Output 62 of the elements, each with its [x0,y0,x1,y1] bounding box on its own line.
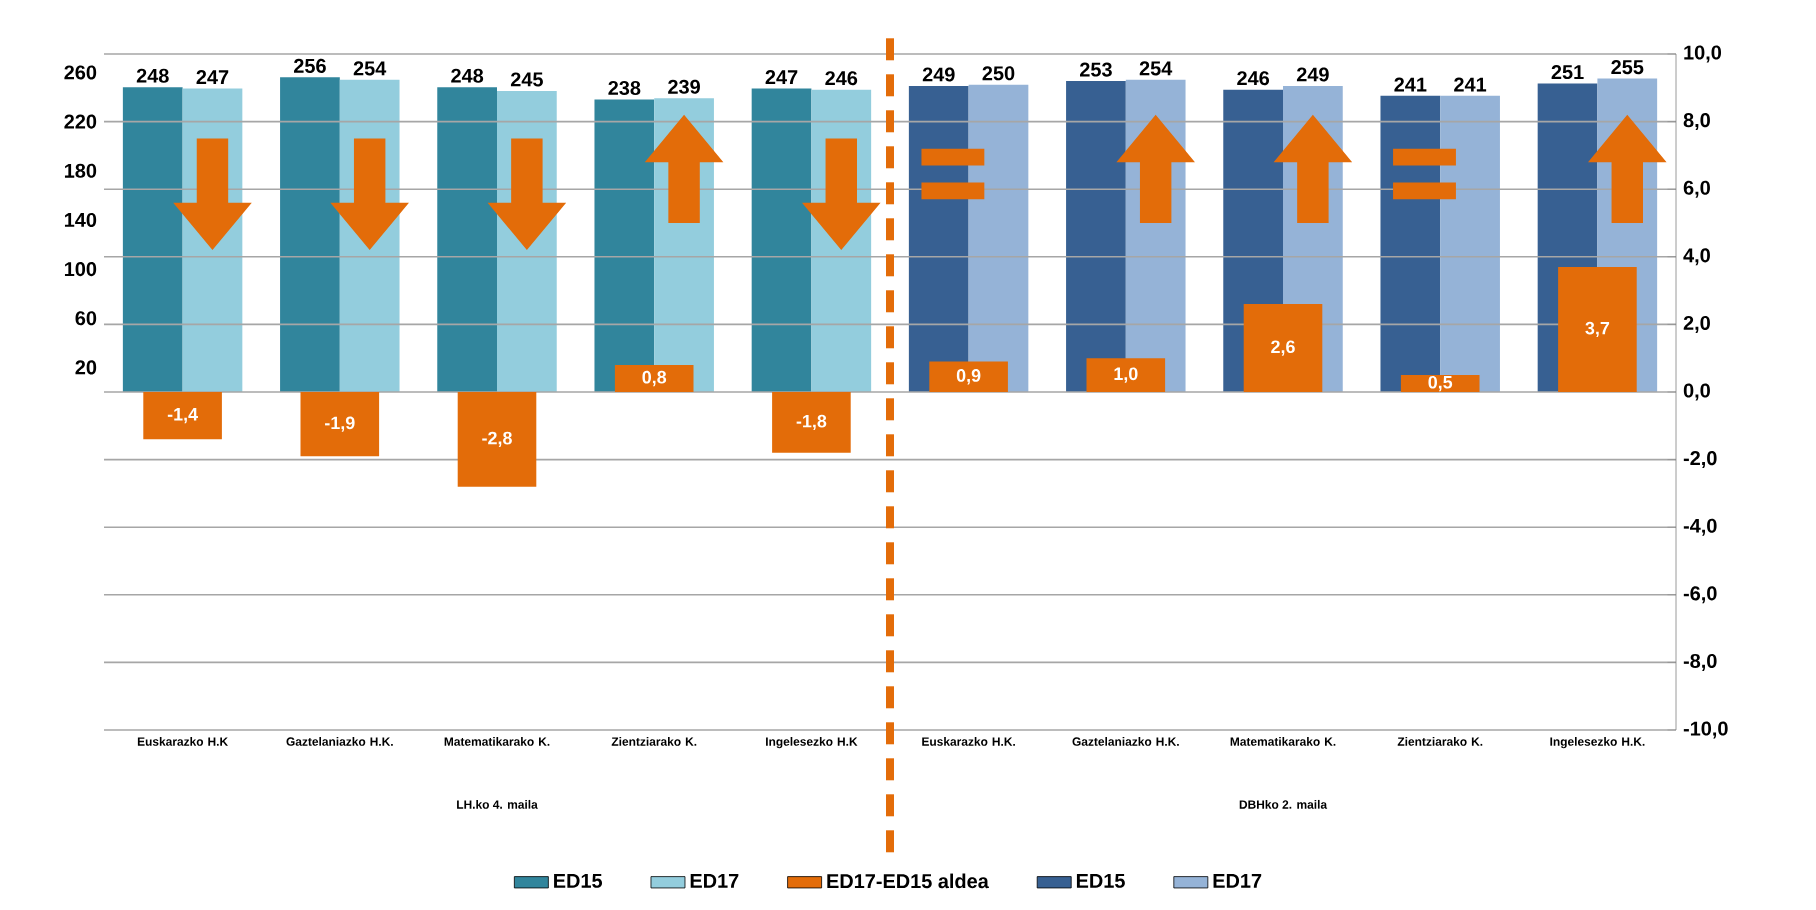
data-label: -1,8 [796,414,827,431]
y-tick-label: 260 [64,65,97,80]
data-label: 3,7 [1585,321,1610,338]
data-label: 247 [765,70,798,85]
data-label: 0,5 [1428,375,1453,392]
data-label: 253 [1080,62,1112,77]
y2-tick-label: -2,0 [1683,451,1717,469]
legend-label: ED17 [1213,873,1262,888]
y-tick-label: 140 [64,212,97,227]
y2-tick-label: -4,0 [1683,518,1717,536]
data-label: 0,8 [642,370,667,387]
data-label: 239 [668,79,700,94]
bar [1243,304,1323,392]
y2-tick-label: 0,0 [1683,383,1710,401]
data-label: 1,0 [1114,367,1138,383]
data-label: 254 [1139,61,1173,76]
data-label: 238 [608,80,641,96]
data-label: 0,9 [956,369,981,385]
data-label: 241 [1394,77,1427,92]
data-label: -1,4 [167,408,198,424]
data-label: 247 [196,70,229,85]
data-label: 251 [1551,65,1584,80]
data-label: 249 [922,67,955,82]
data-label: 245 [510,72,543,87]
bar [457,391,537,487]
y2-tick-label: 2,0 [1683,315,1710,333]
y-tick-label: 60 [75,311,97,326]
data-label: -1,9 [325,416,355,432]
y2-tick-label: 6,0 [1683,180,1710,198]
data-label: 255 [1611,60,1644,75]
legend-label: ED15 [554,873,603,888]
bar [1400,375,1480,392]
legend-label: ED15 [1076,873,1125,888]
bar [614,364,694,392]
y2-tick-label: -10,0 [1683,721,1728,739]
y-tick-label: 220 [64,114,97,129]
bar [929,361,1008,392]
bar [300,391,380,457]
y2-tick-label: 10,0 [1684,45,1722,63]
y-tick-label: 20 [75,360,97,375]
y2-tick-label: -6,0 [1683,586,1717,604]
legend-label: ED17-ED15 aldea [827,873,989,889]
y2-tick-label: -8,0 [1683,653,1717,671]
y-tick-label: 180 [64,163,97,178]
y-tick-label: 100 [64,262,97,277]
data-label: 249 [1296,67,1329,82]
data-label: 250 [982,66,1015,81]
data-label: -2,8 [482,431,512,447]
data-label: 246 [1237,71,1270,86]
bar [772,391,851,453]
data-label: 241 [1454,77,1487,92]
y2-tick-label: 4,0 [1683,248,1710,266]
bar [1086,358,1166,392]
legend-label: ED17 [690,873,739,888]
data-label: 246 [825,71,858,86]
data-label: 256 [294,58,326,73]
data-label: 248 [136,68,169,83]
data-label: 254 [353,61,387,76]
y2-tick-label: 8,0 [1683,113,1710,131]
data-label: 248 [451,68,484,83]
data-label: 2,6 [1271,340,1295,356]
bar [143,391,222,440]
